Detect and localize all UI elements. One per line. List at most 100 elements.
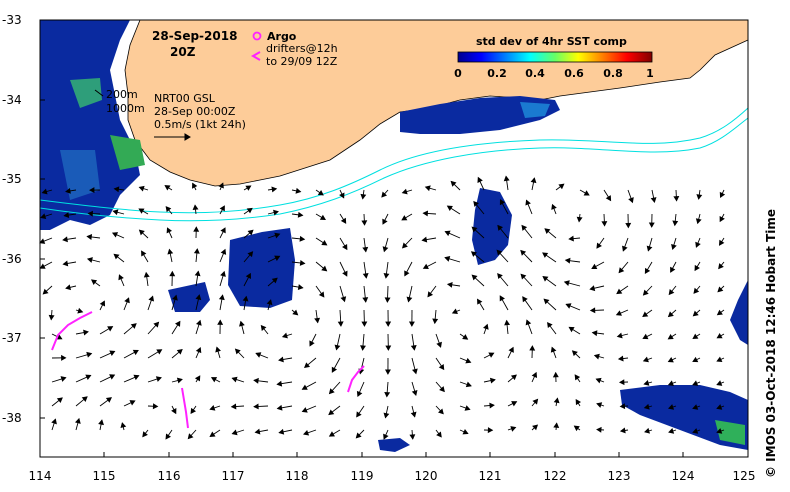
current-vector-head (432, 318, 439, 325)
current-vector-head (719, 191, 726, 199)
colorbar-tick: 1 (646, 67, 654, 80)
scale-arrow-icon (154, 133, 191, 141)
current-vector-head (143, 271, 150, 278)
current-vector-head (187, 433, 194, 440)
current-vector-head (404, 270, 410, 277)
current-vector-head (303, 429, 310, 436)
current-vector-head (234, 348, 241, 355)
current-vector-head (360, 345, 366, 351)
current-vector-head (648, 222, 655, 228)
current-vector-head (558, 183, 565, 190)
current-vector-head (553, 422, 560, 428)
argo-marker-icon (252, 31, 262, 41)
current-vector-head (384, 297, 391, 303)
current-vector-head (544, 228, 551, 234)
current-vector-head (605, 195, 612, 202)
current-vector-head (643, 403, 650, 410)
current-vector-head (471, 226, 478, 233)
current-vector-head (667, 380, 674, 386)
current-vector-head (622, 245, 628, 252)
current-vector-head (295, 187, 302, 194)
current-vector-head (245, 185, 252, 191)
current-vector-head (530, 177, 537, 184)
current-vector-head (547, 321, 553, 329)
current-vector-head (107, 326, 114, 332)
x-tick: 116 (158, 469, 181, 483)
current-vector-head (209, 431, 216, 437)
current-vector-head (692, 428, 699, 434)
x-tick: 119 (351, 469, 374, 483)
current-vector-head (339, 192, 345, 199)
current-vector-head (281, 332, 288, 339)
y-tick: -33 (2, 13, 22, 27)
current-vector-head (436, 341, 442, 348)
current-vector-head (165, 206, 172, 213)
current-vector-head (421, 236, 428, 243)
colorbar-tick: 0.4 (525, 67, 545, 80)
current-vector-head (99, 300, 106, 307)
colorbar-tick: 0.6 (564, 67, 584, 80)
current-vector-head (427, 291, 434, 298)
current-vector-head (568, 235, 574, 242)
current-vector-head (231, 376, 238, 383)
legend-drifters-2: to 29/09 12Z (266, 55, 338, 68)
y-tick: -36 (2, 252, 22, 266)
current-vector-head (497, 273, 503, 280)
current-vector-head (111, 232, 119, 238)
current-vector-head (156, 349, 163, 355)
current-vector-head (41, 188, 48, 195)
current-vector-head (576, 216, 583, 223)
current-vector-head (444, 256, 451, 262)
current-vector-head (192, 204, 199, 211)
x-tick: 122 (544, 469, 567, 483)
y-tick: -34 (2, 93, 22, 107)
current-vector-head (218, 182, 224, 189)
current-vector-head (215, 346, 221, 353)
current-vector-head (210, 377, 218, 383)
current-vector-head (591, 263, 598, 269)
current-vector-head (596, 242, 602, 249)
legend-argo: Argo (267, 30, 297, 43)
sst-swaths (40, 20, 748, 452)
current-vector-head (642, 289, 649, 296)
current-vector-head (342, 270, 348, 277)
frame-ticks (40, 99, 684, 457)
current-vector-head (190, 407, 197, 414)
current-vector-head (542, 275, 549, 282)
current-vector-head (361, 321, 368, 327)
current-vector-head (489, 402, 495, 409)
current-vector-head (451, 308, 458, 315)
current-vector-head (563, 280, 570, 286)
current-vector-head (465, 381, 472, 388)
current-vector-head (650, 197, 657, 203)
current-vector-head (273, 209, 279, 216)
current-vector-head (192, 182, 198, 189)
legend-drifters-1: drifters@12h (266, 42, 338, 55)
current-vector-head (355, 432, 362, 439)
current-vector-head (464, 405, 471, 411)
current-vector-head (619, 403, 626, 410)
current-vector-head (195, 294, 202, 301)
current-vector-head (74, 417, 81, 424)
current-vector-head (278, 356, 284, 363)
current-vector-head (220, 270, 226, 277)
current-vector-head (615, 310, 622, 316)
current-vector-head (56, 397, 63, 403)
current-vector-head (642, 311, 649, 318)
current-vector-head (62, 260, 69, 267)
current-vector-head (217, 319, 224, 325)
current-vector-head (385, 345, 392, 351)
current-vector-head (274, 232, 281, 239)
current-vector-head (642, 333, 649, 340)
current-vector-head (356, 411, 362, 418)
current-vector-head (195, 347, 202, 354)
current-vector-head (553, 397, 560, 404)
current-vector-head (462, 428, 469, 435)
current-vector-head (219, 205, 225, 212)
x-tick: 121 (479, 469, 502, 483)
current-vector-head (667, 356, 674, 363)
x-tick: 114 (29, 469, 52, 483)
current-vector-head (444, 230, 451, 237)
current-vector-head (321, 265, 328, 272)
current-vector-head (542, 252, 549, 258)
